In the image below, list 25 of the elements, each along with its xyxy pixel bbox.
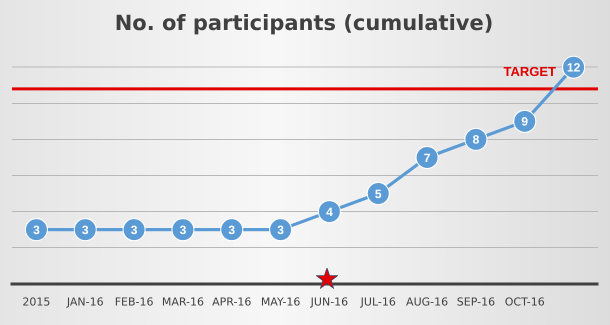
data-label: 7 bbox=[424, 150, 431, 165]
data-label: 8 bbox=[472, 132, 480, 147]
x-tick-label: AUG-16 bbox=[406, 295, 448, 308]
data-label: 3 bbox=[180, 222, 187, 237]
data-label: 3 bbox=[277, 222, 284, 237]
ref-line-label: TARGET bbox=[504, 64, 556, 79]
data-label: 3 bbox=[130, 222, 138, 237]
data-label: 12 bbox=[566, 60, 581, 75]
data-label: 3 bbox=[228, 222, 236, 237]
data-label: 5 bbox=[374, 186, 382, 201]
x-tick-label: APR-16 bbox=[212, 295, 252, 308]
data-label: 3 bbox=[82, 222, 89, 237]
x-tick-label: JUL-16 bbox=[360, 295, 396, 308]
x-tick-label: JAN-16 bbox=[66, 295, 104, 308]
data-label: 4 bbox=[326, 204, 334, 219]
data-label: 9 bbox=[521, 114, 528, 129]
x-tick-label: 2015 bbox=[22, 295, 50, 308]
x-tick-label: MAY-16 bbox=[260, 295, 300, 308]
x-tick-label: FEB-16 bbox=[114, 295, 154, 308]
x-tick-label: OCT-16 bbox=[504, 295, 545, 308]
x-tick-label: JUN-16 bbox=[310, 295, 348, 308]
x-tick-label: MAR-16 bbox=[162, 295, 204, 308]
chart-title: No. of participants (cumulative) bbox=[114, 11, 494, 36]
x-tick-label: SEP-16 bbox=[456, 295, 496, 308]
data-label: 3 bbox=[33, 222, 40, 237]
